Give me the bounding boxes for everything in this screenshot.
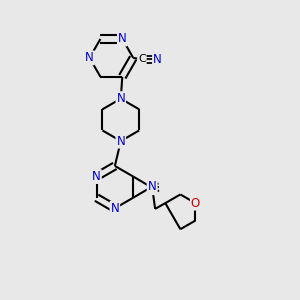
- Text: N: N: [148, 180, 157, 193]
- Text: N: N: [116, 92, 125, 105]
- Text: O: O: [191, 196, 200, 210]
- Text: N: N: [110, 202, 119, 215]
- Text: N: N: [118, 32, 127, 45]
- Text: N: N: [85, 51, 94, 64]
- Text: C: C: [138, 54, 146, 64]
- Text: N: N: [116, 135, 125, 148]
- Text: N: N: [153, 53, 162, 66]
- Text: N: N: [92, 170, 101, 183]
- Text: N: N: [148, 181, 157, 194]
